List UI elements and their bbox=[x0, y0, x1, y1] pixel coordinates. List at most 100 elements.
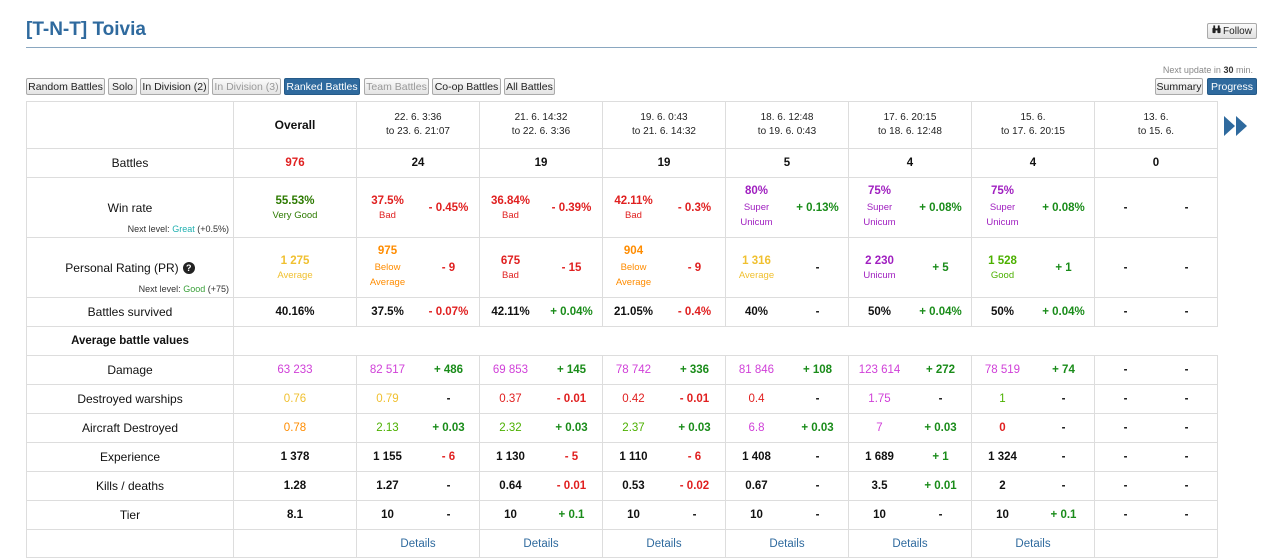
period-value: 1 408- bbox=[725, 442, 849, 472]
period-value: 10- bbox=[602, 500, 726, 530]
period-header: 19. 6. 0:43 to 21. 6. 14:32 bbox=[602, 101, 726, 149]
period-value: 37.5% Bad - 0.45% bbox=[356, 177, 480, 238]
period-value: 1.27- bbox=[356, 471, 480, 501]
overall-value: 1 275 Average bbox=[233, 237, 357, 298]
period-value: 1 324- bbox=[971, 442, 1095, 472]
period-value: 1.75- bbox=[848, 384, 972, 414]
period-value: 10 + 0.1 bbox=[479, 500, 603, 530]
period-value: -- bbox=[1094, 413, 1218, 443]
next-update-info: Next update in 30 min. bbox=[1162, 65, 1253, 75]
period-value: 1 689 + 1 bbox=[848, 442, 972, 472]
period-header: 17. 6. 20:15 to 18. 6. 12:48 bbox=[848, 101, 972, 149]
details-link[interactable]: Details bbox=[971, 529, 1095, 558]
overall-value: 976 bbox=[233, 148, 357, 178]
page-title: [T-N-T] Toivia bbox=[26, 19, 146, 40]
row-label: Personal Rating (PR)? Next level: Good (… bbox=[26, 237, 234, 298]
mode-ranked-battles[interactable]: Ranked Battles bbox=[284, 78, 360, 95]
period-value: 0.42- 0.01 bbox=[602, 384, 726, 414]
period-value: 5 bbox=[725, 148, 849, 178]
destroyed-row: Destroyed warships 0.76 0.79- 0.37- 0.01… bbox=[26, 384, 1218, 414]
period-value: 6.8 + 0.03 bbox=[725, 413, 849, 443]
period-value: 0.67- bbox=[725, 471, 849, 501]
avg-section-row: Average battle values bbox=[26, 326, 1218, 356]
period-value: -- bbox=[1094, 177, 1218, 238]
follow-button[interactable]: Follow bbox=[1207, 23, 1257, 39]
mode-all-battles[interactable]: All Battles bbox=[504, 78, 555, 95]
period-value: 80% Super Unicum + 0.13% bbox=[725, 177, 849, 238]
details-link[interactable]: Details bbox=[356, 529, 480, 558]
period-value: 1 528 Good + 1 bbox=[971, 237, 1095, 298]
details-link[interactable]: Details bbox=[479, 529, 603, 558]
period-value: 36.84% Bad - 0.39% bbox=[479, 177, 603, 238]
mode-random-battles[interactable]: Random Battles bbox=[26, 78, 105, 95]
mode-in-division-3[interactable]: In Division (3) bbox=[212, 78, 281, 95]
period-value: -- bbox=[1094, 237, 1218, 298]
period-value: 0- bbox=[971, 413, 1095, 443]
next-periods-icon[interactable] bbox=[1224, 116, 1248, 139]
overall-value: 63 233 bbox=[233, 355, 357, 385]
period-value: 0 bbox=[1094, 148, 1218, 178]
period-value: 123 614 + 272 bbox=[848, 355, 972, 385]
binoculars-icon bbox=[1212, 25, 1221, 37]
summary-view-button[interactable]: Summary bbox=[1155, 78, 1203, 95]
period-value: 1 155- 6 bbox=[356, 442, 480, 472]
mode-in-division-2[interactable]: In Division (2) bbox=[140, 78, 209, 95]
period-value: 21.05% - 0.4% bbox=[602, 297, 726, 327]
period-value: 2.13 + 0.03 bbox=[356, 413, 480, 443]
winrate-row: Win rate Next level: Great (+0.5%) 55.53… bbox=[26, 177, 1218, 238]
period-value: 2 230 Unicum + 5 bbox=[848, 237, 972, 298]
tier-row: Tier 8.1 10- 10 + 0.1 10- 10- 10- 10 + 0.1… bbox=[26, 500, 1218, 530]
period-value: -- bbox=[1094, 471, 1218, 501]
period-header: 22. 6. 3:36 to 23. 6. 21:07 bbox=[356, 101, 480, 149]
progress-view-button[interactable]: Progress bbox=[1207, 78, 1257, 95]
section-heading: Average battle values bbox=[26, 326, 234, 356]
row-label: Aircraft Destroyed bbox=[26, 413, 234, 443]
survived-row: Battles survived 40.16% 37.5% - 0.07% 42.… bbox=[26, 297, 1218, 327]
details-link[interactable]: Details bbox=[602, 529, 726, 558]
aircraft-row: Aircraft Destroyed 0.78 2.13 + 0.03 2.32 +… bbox=[26, 413, 1218, 443]
period-value: 1 110- 6 bbox=[602, 442, 726, 472]
period-header: 21. 6. 14:32 to 22. 6. 3:36 bbox=[479, 101, 603, 149]
row-label: Damage bbox=[26, 355, 234, 385]
period-value: 75% Super Unicum + 0.08% bbox=[971, 177, 1095, 238]
period-value: 0.53- 0.02 bbox=[602, 471, 726, 501]
progress-table: Overall 22. 6. 3:36 to 23. 6. 21:07 21. 6… bbox=[26, 101, 1218, 558]
period-value: 82 517 + 486 bbox=[356, 355, 480, 385]
help-icon[interactable]: ? bbox=[182, 262, 195, 275]
mode-team-battles[interactable]: Team Battles bbox=[364, 78, 429, 95]
overall-value: 0.78 bbox=[233, 413, 357, 443]
overall-value: 0.76 bbox=[233, 384, 357, 414]
battles-row: Battles 976 24 19 19 5 4 4 0 bbox=[26, 148, 1218, 178]
period-value: 42.11% + 0.04% bbox=[479, 297, 603, 327]
row-label: Tier bbox=[26, 500, 234, 530]
period-value: 3.5 + 0.01 bbox=[848, 471, 972, 501]
next-level-hint: Next level: Great (+0.5%) bbox=[127, 224, 229, 234]
mode-coop-battles[interactable]: Co-op Battles bbox=[432, 78, 501, 95]
period-value: 50% + 0.04% bbox=[971, 297, 1095, 327]
period-header: 18. 6. 12:48 to 19. 6. 0:43 bbox=[725, 101, 849, 149]
period-value: 78 519 + 74 bbox=[971, 355, 1095, 385]
period-value: 4 bbox=[971, 148, 1095, 178]
details-link[interactable]: Details bbox=[725, 529, 849, 558]
overall-value: 1 378 bbox=[233, 442, 357, 472]
mode-solo[interactable]: Solo bbox=[108, 78, 137, 95]
period-value: 37.5% - 0.07% bbox=[356, 297, 480, 327]
period-value: 0.37- 0.01 bbox=[479, 384, 603, 414]
period-value: 7 + 0.03 bbox=[848, 413, 972, 443]
period-value: 19 bbox=[602, 148, 726, 178]
period-header: 15. 6. to 17. 6. 20:15 bbox=[971, 101, 1095, 149]
details-link[interactable]: Details bbox=[848, 529, 972, 558]
period-value: -- bbox=[1094, 297, 1218, 327]
pr-row: Personal Rating (PR)? Next level: Good (… bbox=[26, 237, 1218, 298]
period-value: 0.64- 0.01 bbox=[479, 471, 603, 501]
period-value: 2- bbox=[971, 471, 1095, 501]
corner-cell bbox=[26, 101, 234, 149]
period-value: 0.79- bbox=[356, 384, 480, 414]
period-value: -- bbox=[1094, 355, 1218, 385]
period-value: 0.4- bbox=[725, 384, 849, 414]
period-value: 75% Super Unicum + 0.08% bbox=[848, 177, 972, 238]
period-value: 50% + 0.04% bbox=[848, 297, 972, 327]
overall-header: Overall bbox=[233, 101, 357, 149]
kd-row: Kills / deaths 1.28 1.27- 0.64- 0.01 0.5… bbox=[26, 471, 1218, 501]
period-value: 1- bbox=[971, 384, 1095, 414]
